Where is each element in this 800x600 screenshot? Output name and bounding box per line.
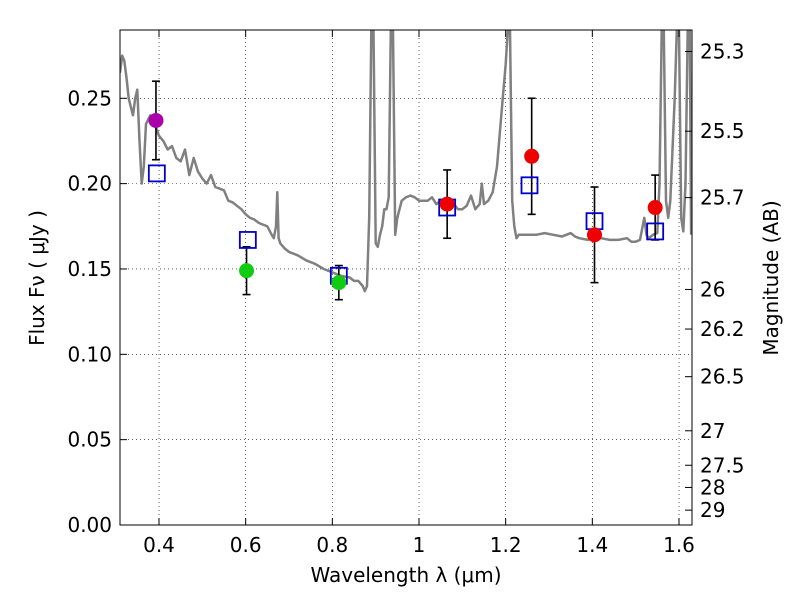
right-tick-label: 25.5 [700, 119, 745, 143]
right-tick-label: 27.5 [700, 453, 745, 477]
observed-point [239, 263, 255, 279]
model-square-point [520, 176, 539, 195]
right-tick-label: 26.2 [700, 317, 745, 341]
right-tick-label: 26 [700, 277, 725, 301]
plot-background [120, 30, 692, 525]
y-tick-label: 0.20 [67, 172, 112, 196]
observed-point [524, 148, 540, 164]
x-tick-label: 1.6 [663, 533, 695, 557]
y-axis-title: Flux Fν ( μJy ) [25, 210, 49, 346]
observed-point [331, 275, 347, 291]
x-tick-label: 0.6 [230, 533, 262, 557]
model-square-point [238, 231, 257, 249]
x-tick-label: 0.4 [143, 533, 175, 557]
axis-ticks: 0.4 0.6 0.8 1 1.2 1.4 1.6 0.00 0.05 0.10 0.15 0.20 0… [67, 30, 745, 557]
right-axis-title: Magnitude (AB) [759, 200, 783, 355]
x-tick-label: 1.4 [576, 533, 608, 557]
x-tick-label: 1 [413, 533, 426, 557]
y-tick-label: 0.00 [67, 513, 112, 537]
model-square-point [646, 222, 665, 241]
right-tick-label: 26.5 [700, 365, 745, 389]
data-series [120, 30, 692, 301]
observed-point [439, 196, 455, 212]
right-tick-label: 25.3 [700, 40, 745, 64]
right-tick-label: 25.7 [700, 186, 745, 210]
right-tick-label: 27 [700, 419, 725, 443]
x-tick-label: 1.2 [490, 533, 522, 557]
y-tick-label: 0.05 [67, 428, 112, 452]
x-axis-title: Wavelength λ (μm) [310, 563, 501, 587]
observed-point [148, 112, 164, 128]
spectrum-line [120, 30, 692, 293]
x-tick-label: 0.8 [316, 533, 348, 557]
y-tick-label: 0.15 [67, 257, 112, 281]
right-tick-label: 28 [700, 475, 725, 499]
observed-point [587, 227, 602, 243]
plot-frame [119, 29, 693, 526]
y-tick-label: 0.25 [67, 86, 112, 110]
y-tick-label: 0.10 [67, 342, 112, 366]
right-tick-label: 29 [700, 498, 725, 522]
model-square-point [147, 164, 166, 183]
observed-point [647, 200, 663, 216]
